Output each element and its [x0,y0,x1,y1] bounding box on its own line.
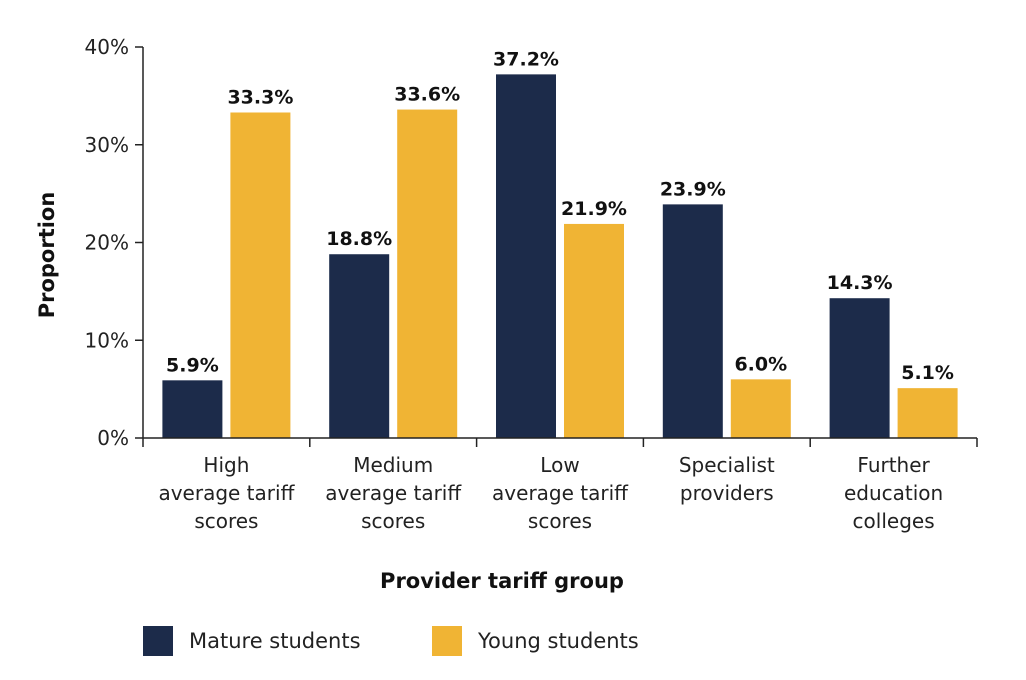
category-label: High average tariff scores [158,453,295,533]
bar-young-0 [230,112,291,439]
data-label: 14.3% [827,272,893,294]
bar-mature-2 [496,74,556,439]
category-label: Low average tariff scores [492,453,629,533]
legend: Mature students Young students [143,626,639,656]
data-label: 37.2% [493,48,559,70]
y-tick-label: 30% [85,133,129,157]
legend-swatch [432,626,462,656]
y-axis-ticks: 0% 10% 20% 30% 40% [85,35,978,450]
data-label: 23.9% [660,178,726,200]
y-axis-title: Proportion [35,192,59,319]
bar-mature-0 [162,380,223,438]
data-label: 33.3% [227,86,293,108]
data-label: 5.9% [166,354,219,376]
y-tick-label: 10% [85,328,129,352]
x-axis-title: Provider tariff group [380,569,624,593]
data-label: 6.0% [734,353,787,375]
y-tick-label: 0% [97,426,129,450]
legend-label: Mature students [189,629,361,653]
data-label: 33.6% [394,84,460,106]
y-tick-label: 20% [85,231,129,255]
bar-mature-4 [829,298,890,438]
y-tick-label: 40% [85,35,129,59]
bar-young-4 [897,388,958,438]
legend-swatch [143,626,173,656]
bar-young-2 [564,223,624,438]
data-labels: 5.9% 33.3% 18.8% 33.6% 37.2% 21.9% 23.9% 6.0% 14… [166,48,954,384]
bars [162,74,958,439]
bar-mature-1 [329,254,390,438]
category-labels: High average tariff scores Medium average ta… [158,453,943,533]
bar-young-3 [730,379,791,438]
data-label: 21.9% [561,198,627,220]
category-label: Further education colleges [844,453,943,533]
category-label: Specialist providers [679,453,775,505]
bar-young-1 [397,109,458,438]
legend-label: Young students [477,629,639,653]
data-label: 5.1% [901,362,954,384]
data-label: 18.8% [326,228,392,250]
category-label: Medium average tariff scores [325,453,462,533]
bar-mature-3 [662,204,723,438]
